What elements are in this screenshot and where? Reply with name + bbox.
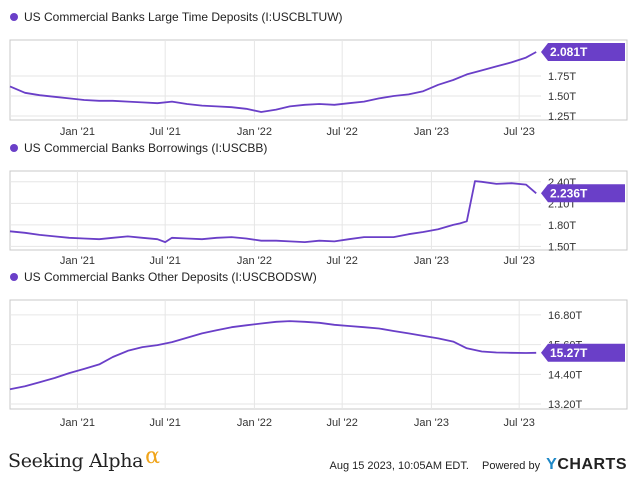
- series-line: [9, 180, 537, 244]
- x-tick-label: Jul '21: [149, 126, 180, 138]
- last-value-label: 2.236T: [550, 186, 588, 200]
- y-tick-label: 1.50T: [548, 91, 576, 103]
- chart-title: US Commercial Banks Other Deposits (I:US…: [24, 270, 317, 284]
- x-tick-label: Jan '23: [414, 255, 449, 267]
- y-tick-label: 1.50T: [548, 241, 576, 253]
- y-tick-label: 13.20T: [548, 399, 583, 411]
- x-tick-label: Jul '23: [503, 126, 534, 138]
- last-value-label: 2.081T: [550, 45, 588, 59]
- x-tick-label: Jul '23: [503, 255, 534, 267]
- legend-dot: [10, 13, 18, 21]
- plot-frame: [9, 170, 628, 251]
- x-tick-label: Jan '21: [60, 417, 95, 429]
- legend-dot: [10, 144, 18, 152]
- chart-title: US Commercial Banks Borrowings (I:USCBB): [24, 141, 267, 155]
- footer-attribution: Aug 15 2023, 10:05AM EDT. Powered by YCH…: [330, 456, 628, 474]
- x-tick-label: Jul '22: [326, 126, 357, 138]
- x-tick-label: Jan '21: [60, 126, 95, 138]
- last-value-badge: [541, 184, 625, 203]
- x-tick-label: Jan '22: [237, 126, 272, 138]
- last-value-label: 15.27T: [550, 346, 588, 360]
- last-value-badge: [541, 343, 625, 362]
- series-line: [9, 320, 537, 391]
- series-line: [9, 51, 537, 113]
- chart-title: US Commercial Banks Large Time Deposits …: [24, 10, 343, 24]
- seeking-alpha-logo: Seeking Alphaα: [8, 444, 160, 473]
- y-tick-label: 14.40T: [548, 369, 583, 381]
- alpha-symbol: α: [145, 444, 160, 469]
- plot-frame: [9, 299, 628, 410]
- x-tick-label: Jul '21: [149, 255, 180, 267]
- x-tick-label: Jul '22: [326, 417, 357, 429]
- x-tick-label: Jan '21: [60, 255, 95, 267]
- x-tick-label: Jan '22: [237, 417, 272, 429]
- last-value-badge: [541, 43, 625, 61]
- plot-frame: [9, 39, 628, 121]
- powered-by-text: Powered by: [482, 460, 541, 472]
- timestamp: Aug 15 2023, 10:05AM EDT.: [329, 460, 469, 472]
- x-tick-label: Jul '23: [503, 417, 534, 429]
- ycharts-logo-y: Y: [546, 456, 558, 473]
- y-tick-label: 1.25T: [548, 111, 576, 123]
- x-tick-label: Jan '23: [414, 126, 449, 138]
- x-tick-label: Jul '22: [326, 255, 357, 267]
- legend-dot: [10, 273, 18, 281]
- brand-left-text: Seeking Alpha: [8, 450, 144, 472]
- x-tick-label: Jul '21: [149, 417, 180, 429]
- y-tick-label: 1.80T: [548, 220, 576, 232]
- x-tick-label: Jan '22: [237, 255, 272, 267]
- ycharts-logo[interactable]: YCHARTS: [546, 456, 627, 473]
- ycharts-logo-rest: CHARTS: [557, 456, 627, 473]
- y-tick-label: 16.80T: [548, 310, 583, 322]
- x-tick-label: Jan '23: [414, 417, 449, 429]
- y-tick-label: 1.75T: [548, 71, 576, 83]
